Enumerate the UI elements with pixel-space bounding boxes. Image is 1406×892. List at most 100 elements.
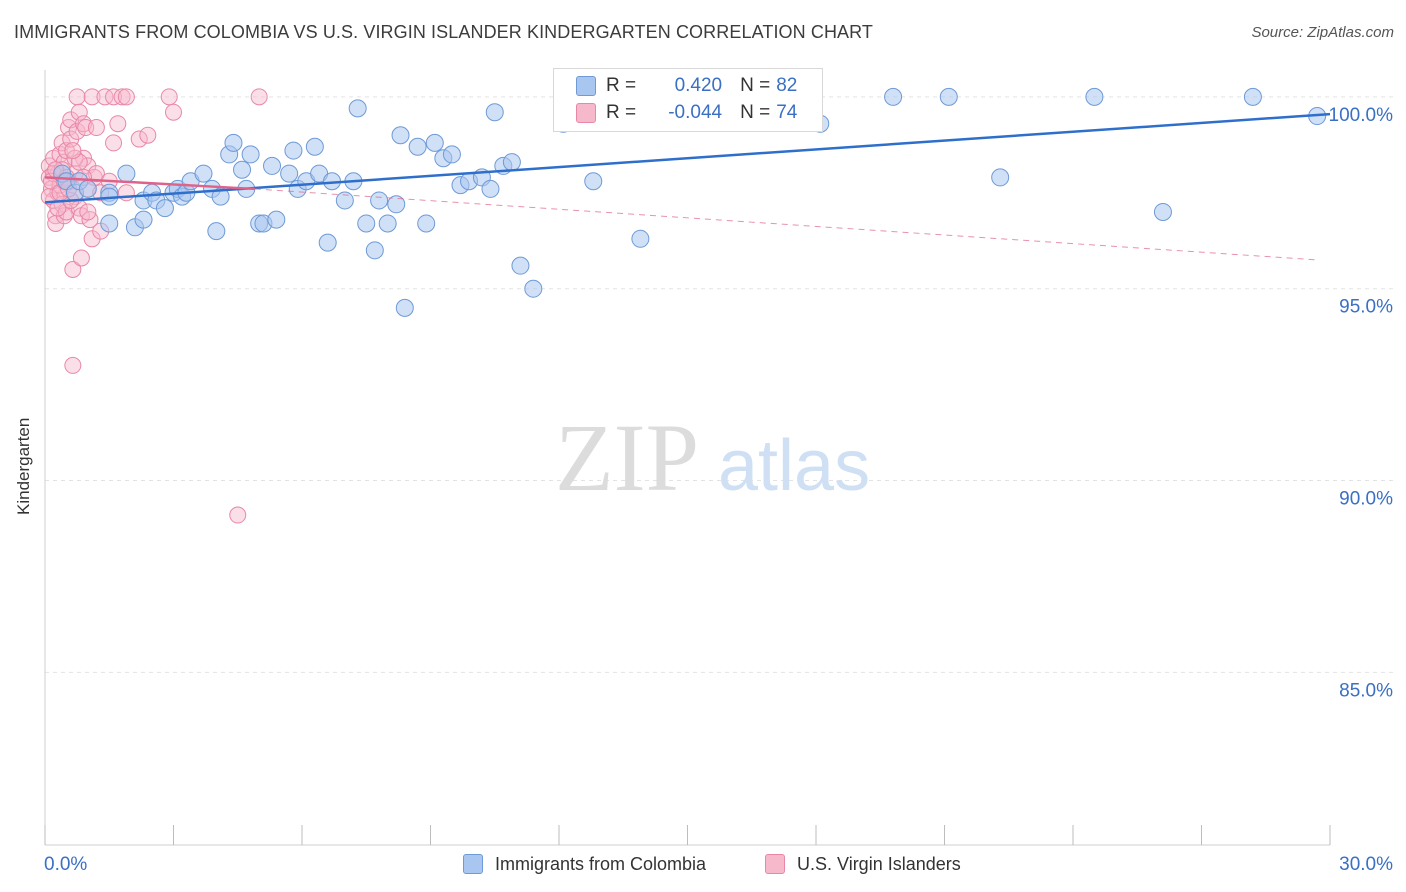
point-colombia-47 bbox=[378, 214, 397, 233]
legend-r-label: R = bbox=[606, 75, 637, 96]
point-colombia-51 bbox=[408, 137, 427, 156]
y-tick-label-2: 95.0% bbox=[1339, 297, 1393, 318]
point-colombia-75 bbox=[1153, 202, 1172, 221]
point-colombia-74 bbox=[1085, 87, 1104, 106]
point-virgin-islanders-67 bbox=[79, 203, 97, 221]
point-colombia-33 bbox=[280, 164, 299, 183]
point-colombia-46 bbox=[370, 191, 389, 210]
legend-swatch-pink bbox=[576, 103, 596, 123]
series-colombia-points bbox=[53, 87, 1327, 317]
point-colombia-8 bbox=[100, 214, 119, 233]
point-virgin-islanders-41 bbox=[87, 165, 105, 183]
point-virgin-islanders-53 bbox=[139, 126, 157, 144]
point-colombia-73 bbox=[991, 168, 1010, 187]
point-colombia-37 bbox=[305, 137, 324, 156]
trend-line-virgin-islanders-extended bbox=[254, 188, 1318, 261]
point-virgin-islanders-49 bbox=[113, 88, 131, 106]
x-tick-label-0: 0.0% bbox=[44, 854, 87, 875]
point-colombia-26 bbox=[233, 160, 252, 179]
point-virgin-islanders-56 bbox=[229, 506, 247, 524]
point-colombia-44 bbox=[357, 214, 376, 233]
point-virgin-islanders-26 bbox=[68, 88, 86, 106]
point-colombia-50 bbox=[395, 298, 414, 317]
legend-r-value: 0.420 bbox=[674, 75, 723, 96]
point-colombia-45 bbox=[365, 241, 384, 260]
y-tick-labels: 85.0% 90.0% 95.0% 100.0% bbox=[1329, 105, 1394, 701]
x-tick-label-1: 30.0% bbox=[1339, 854, 1393, 875]
legend-item-virgin-islanders[interactable]: U.S. Virgin Islanders bbox=[765, 852, 961, 876]
y-tick-label-1: 90.0% bbox=[1339, 489, 1393, 510]
point-virgin-islanders-57 bbox=[250, 88, 268, 106]
chart-title: IMMIGRANTS FROM COLOMBIA VS U.S. VIRGIN … bbox=[14, 22, 874, 42]
point-colombia-32 bbox=[267, 210, 286, 229]
point-virgin-islanders-55 bbox=[165, 103, 182, 121]
point-colombia-39 bbox=[318, 233, 337, 252]
stats-legend-row-colombia: R = 0.420 N = 82 bbox=[576, 74, 797, 98]
point-colombia-67 bbox=[584, 172, 603, 191]
point-colombia-20 bbox=[194, 164, 213, 183]
legend-label-colombia: Immigrants from Colombia bbox=[495, 853, 707, 874]
legend-r-value: -0.044 bbox=[668, 102, 723, 123]
point-virgin-islanders-48 bbox=[109, 115, 127, 133]
axes bbox=[44, 70, 1331, 846]
point-virgin-islanders-44 bbox=[96, 88, 114, 106]
trend-line-virgin-islanders bbox=[44, 176, 255, 191]
point-virgin-islanders-38 bbox=[83, 88, 101, 106]
y-tick-label-0: 85.0% bbox=[1339, 680, 1393, 701]
point-virgin-islanders-54 bbox=[160, 88, 178, 106]
point-colombia-49 bbox=[391, 126, 410, 145]
watermark: ZIP atlas bbox=[555, 404, 870, 511]
legend-swatch-blue bbox=[576, 76, 596, 96]
point-colombia-43 bbox=[348, 99, 367, 118]
stats-legend-row-virgin-islanders: R = -0.044 N = 74 bbox=[576, 101, 797, 125]
point-colombia-53 bbox=[425, 133, 444, 152]
point-colombia-28 bbox=[241, 145, 260, 164]
legend-n-value: 74 bbox=[776, 102, 798, 123]
point-colombia-62 bbox=[502, 153, 521, 172]
point-virgin-islanders-73 bbox=[64, 142, 82, 160]
watermark-zip: ZIP bbox=[555, 404, 699, 511]
point-colombia-71 bbox=[884, 87, 903, 106]
point-virgin-islanders-21 bbox=[64, 261, 82, 279]
point-colombia-14 bbox=[155, 199, 174, 218]
trend-line-colombia bbox=[44, 112, 1331, 204]
point-virgin-islanders-52 bbox=[130, 130, 148, 148]
stats-legend: R = 0.420 N = 82 R = -0.044 N = 74 bbox=[553, 68, 823, 132]
y-tick-label-3: 100.0% bbox=[1329, 105, 1394, 126]
watermark-atlas: atlas bbox=[718, 426, 870, 506]
trend-lines bbox=[44, 112, 1331, 261]
chart-source: Source: ZipAtlas.com bbox=[1251, 24, 1394, 41]
x-tick-labels: 0.0% 30.0% bbox=[44, 854, 1393, 875]
point-colombia-55 bbox=[442, 145, 461, 164]
point-colombia-7 bbox=[117, 164, 136, 183]
point-virgin-islanders-40 bbox=[87, 119, 105, 137]
legend-swatch-colombia bbox=[463, 854, 483, 874]
point-colombia-48 bbox=[387, 195, 406, 214]
point-colombia-25 bbox=[224, 133, 243, 152]
point-virgin-islanders-46 bbox=[105, 88, 123, 106]
point-colombia-68 bbox=[631, 229, 650, 248]
point-colombia-10 bbox=[134, 210, 153, 229]
legend-swatch-virgin-islanders bbox=[765, 854, 785, 874]
legend-r-label: R = bbox=[606, 102, 637, 123]
point-colombia-41 bbox=[335, 191, 354, 210]
point-colombia-72 bbox=[939, 87, 958, 106]
point-colombia-64 bbox=[524, 279, 543, 298]
point-colombia-59 bbox=[481, 179, 500, 198]
legend-n-label: N = bbox=[740, 75, 771, 96]
point-virgin-islanders-50 bbox=[117, 88, 135, 106]
legend-n-label: N = bbox=[740, 102, 771, 123]
point-colombia-4 bbox=[78, 179, 97, 198]
y-axis-label-wrap: Kindergarten bbox=[14, 418, 34, 525]
point-virgin-islanders-22 bbox=[64, 356, 82, 374]
point-colombia-34 bbox=[284, 141, 303, 160]
legend-label-virgin-islanders: U.S. Virgin Islanders bbox=[797, 853, 961, 874]
y-axis-label: Kindergarten bbox=[14, 417, 33, 515]
point-colombia-63 bbox=[511, 256, 530, 275]
legend-n-value: 82 bbox=[776, 75, 798, 96]
point-colombia-31 bbox=[263, 156, 282, 175]
point-virgin-islanders-29 bbox=[72, 249, 90, 267]
point-colombia-52 bbox=[417, 214, 436, 233]
legend-item-colombia[interactable]: Immigrants from Colombia bbox=[463, 852, 706, 876]
